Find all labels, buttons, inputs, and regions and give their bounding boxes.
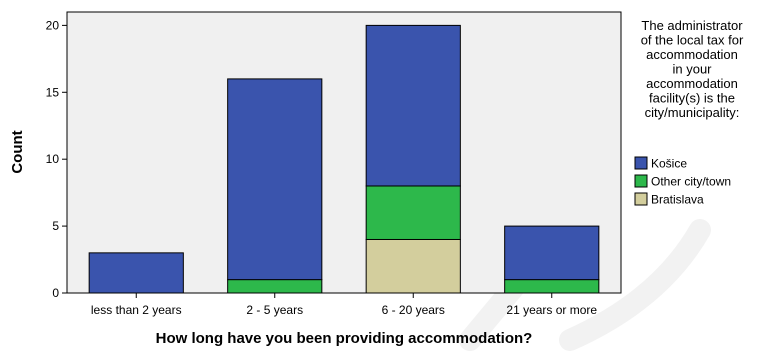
legend-title-line: city/municipality: [645,105,740,120]
x-tick-label: 6 - 20 years [382,303,445,317]
bar-segment [365,24,461,187]
y-axis-title: Count [9,130,26,173]
y-tick-label: 5 [52,219,59,233]
bar-segment [365,238,461,294]
bar-segment [88,252,184,294]
bar-segment [504,279,600,294]
legend-title-line: of the local tax for [641,33,744,48]
watermark-swoosh [559,219,711,351]
legend-title-line: The administrator [641,18,743,33]
bars-group [88,24,600,294]
legend-title-line: accommodation [646,76,738,91]
legend-title-line: facility(s) is the [649,91,735,106]
legend-label: Other city/town [651,175,731,189]
y-axis: 0 5 10 15 20 [46,18,67,300]
x-tick-label: 21 years or more [506,303,597,317]
legend-title-line: in your [672,62,712,77]
bar-segment [227,78,323,281]
legend-title-line: accommodation [646,47,738,62]
bar-segment [504,225,600,281]
legend-swatch [634,174,648,188]
legend-swatch [634,156,648,170]
legend-swatch [634,192,648,206]
x-tick-label: less than 2 years [91,303,182,317]
legend-label: Košice [651,157,687,171]
bar-segment [365,185,461,240]
x-axis-title: How long have you been providing accommo… [156,330,533,347]
y-tick-label: 0 [52,286,59,300]
legend-label: Bratislava [651,193,704,207]
y-tick-label: 10 [46,152,60,166]
x-tick-label: 2 - 5 years [246,303,303,317]
bar-segment [227,279,323,294]
y-tick-label: 15 [46,85,60,99]
y-tick-label: 20 [46,18,60,32]
x-axis: less than 2 years 2 - 5 years 6 - 20 years… [91,293,597,317]
